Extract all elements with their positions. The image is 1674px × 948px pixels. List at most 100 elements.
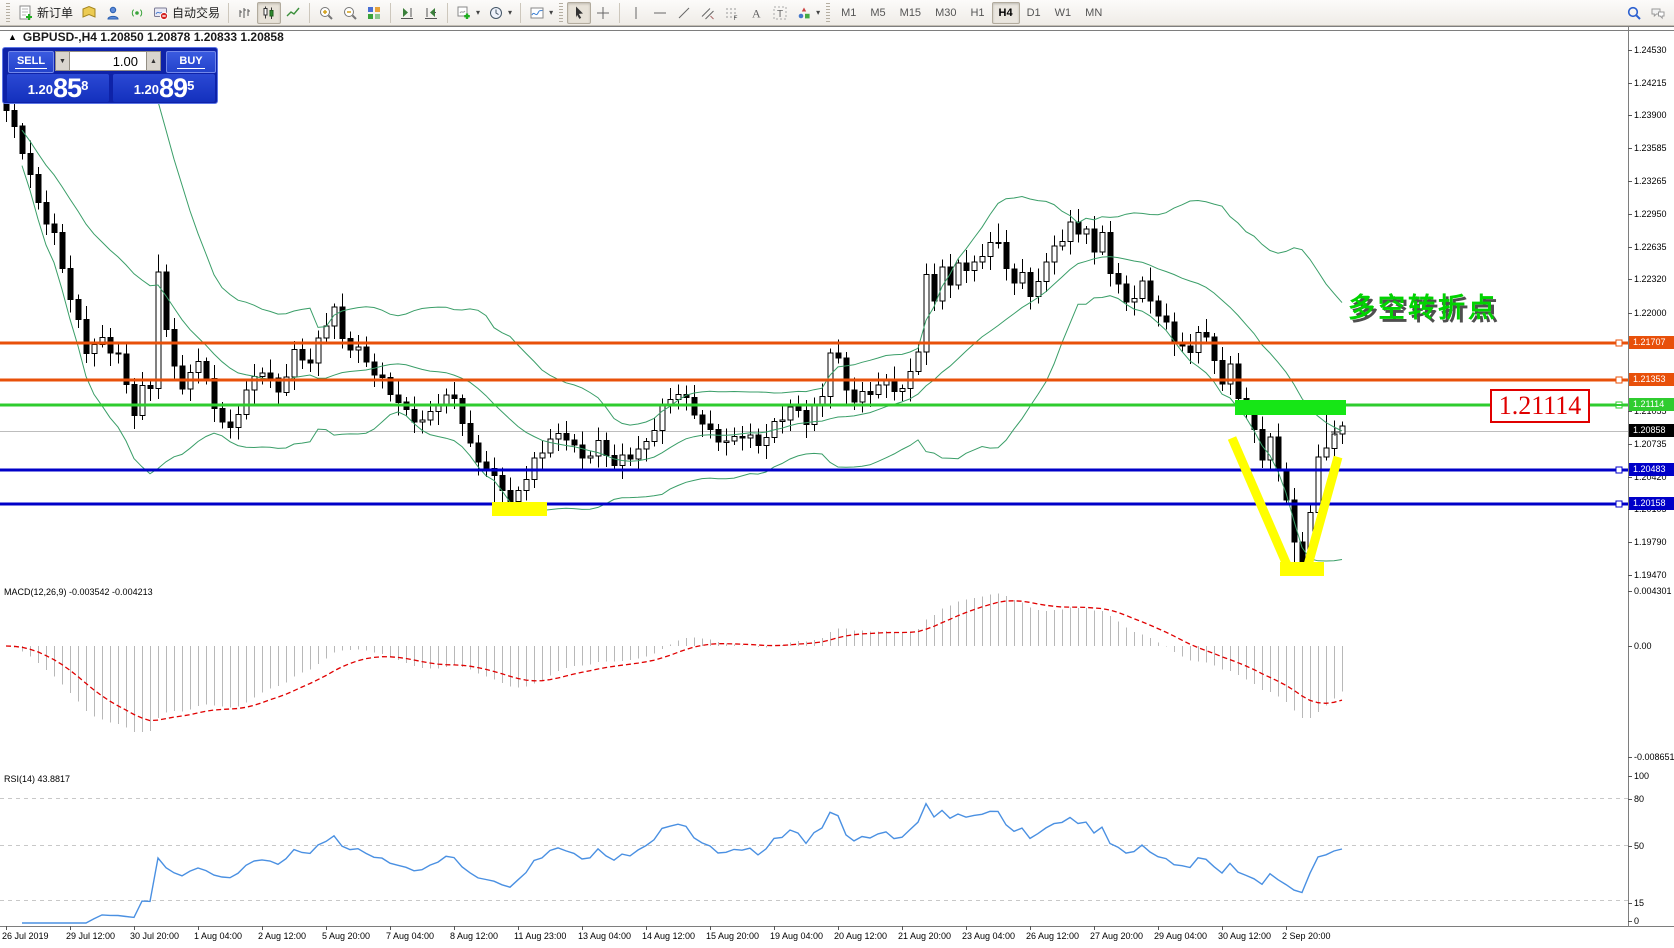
new-order-button[interactable]: 新订单 bbox=[14, 2, 77, 24]
arrows-button[interactable]: ▾ bbox=[792, 2, 824, 24]
hline-icon bbox=[654, 12, 667, 13]
text-label-button[interactable]: T bbox=[768, 2, 792, 24]
collapse-panel-button[interactable]: ▲ bbox=[8, 32, 17, 42]
time-tick-mark bbox=[326, 926, 327, 930]
price-tick-mark bbox=[1628, 83, 1632, 84]
price-tick-mark bbox=[1628, 477, 1632, 478]
crosshair-marker bbox=[1331, 428, 1339, 436]
vertical-line-button[interactable] bbox=[624, 2, 648, 24]
volume-down-button[interactable]: ▼ bbox=[55, 51, 70, 71]
timeframe-m30-button[interactable]: M30 bbox=[935, 6, 957, 19]
profiles-button[interactable] bbox=[77, 2, 101, 24]
toolbar-separator bbox=[228, 2, 230, 23]
zoom-out-button[interactable] bbox=[338, 2, 362, 24]
line-icon bbox=[286, 7, 300, 16]
candlestick-series bbox=[3, 91, 1346, 575]
time-label: 21 Aug 20:00 bbox=[898, 931, 952, 941]
channel-icon bbox=[701, 7, 714, 19]
timeframe-mn-button[interactable]: MN bbox=[1085, 6, 1103, 19]
toolbar-grip[interactable] bbox=[826, 2, 831, 23]
symbol-title: GBPUSD-,H4 1.20850 1.20878 1.20833 1.208… bbox=[22, 30, 284, 44]
sell-button[interactable]: SELL bbox=[8, 51, 54, 73]
plus-chart-icon bbox=[457, 6, 470, 19]
price-tick-mark bbox=[1628, 411, 1632, 412]
timeframe-m5-button[interactable]: M5 bbox=[870, 6, 886, 19]
volume-input[interactable] bbox=[70, 51, 146, 71]
price-tick-mark bbox=[1628, 279, 1632, 280]
horizontal-line-button[interactable] bbox=[648, 2, 672, 24]
pivot-annotation: 多空转折点 bbox=[1348, 293, 1498, 323]
toolbar-grip[interactable] bbox=[6, 2, 10, 23]
chat-button[interactable] bbox=[1646, 2, 1670, 24]
candles-icon bbox=[263, 6, 274, 19]
signals-button[interactable] bbox=[125, 2, 149, 24]
timeframe-h4-button[interactable]: H4 bbox=[991, 1, 1020, 24]
yellow-support-rect[interactable] bbox=[492, 502, 547, 516]
hline-handle[interactable] bbox=[1615, 500, 1623, 508]
equidistant-channel-button[interactable] bbox=[696, 2, 720, 24]
time-label: 7 Aug 04:00 bbox=[386, 931, 435, 941]
periods-button[interactable]: ▾ bbox=[484, 2, 516, 24]
price-tick-mark bbox=[1628, 313, 1632, 314]
macd-label: MACD(12,26,9) -0.003542 -0.004213 bbox=[4, 587, 153, 597]
timeframe-m1-button[interactable]: M1 bbox=[841, 6, 857, 19]
timeframe-d1-button[interactable]: D1 bbox=[1026, 6, 1041, 19]
hline-handle[interactable] bbox=[1615, 466, 1623, 474]
toolbar-grip[interactable] bbox=[559, 2, 564, 23]
toolbar-separator bbox=[520, 2, 522, 23]
crosshair-button[interactable] bbox=[591, 2, 615, 24]
chevron-down-icon: ▾ bbox=[549, 8, 554, 17]
chart-shift-button[interactable] bbox=[419, 2, 443, 24]
fibonacci-button[interactable]: F bbox=[720, 2, 744, 24]
timeframe-m15-button[interactable]: M15 bbox=[899, 6, 922, 19]
price-tick-mark bbox=[1628, 148, 1632, 149]
zoom-in-button[interactable] bbox=[314, 2, 338, 24]
trendline-button[interactable] bbox=[672, 2, 696, 24]
line-chart-button[interactable] bbox=[281, 2, 305, 24]
time-tick-mark bbox=[902, 926, 903, 930]
time-label: 2 Aug 12:00 bbox=[258, 931, 307, 941]
market-watch-button[interactable] bbox=[101, 2, 125, 24]
buy-button[interactable]: BUY bbox=[166, 51, 216, 73]
time-tick-mark bbox=[838, 926, 839, 930]
hline-handle[interactable] bbox=[1615, 339, 1623, 347]
price-callout[interactable]: 1.21114 bbox=[1490, 389, 1590, 423]
time-label: 8 Aug 12:00 bbox=[450, 931, 499, 941]
price-label-1.20483: 1.20483 bbox=[1629, 463, 1674, 476]
volume-up-button[interactable]: ▲ bbox=[146, 51, 161, 71]
indicators-button[interactable]: ▾ bbox=[525, 2, 557, 24]
timeframe-w1-button[interactable]: W1 bbox=[1054, 6, 1072, 19]
sell-price[interactable]: 1.20 85 8 bbox=[7, 74, 109, 102]
shapes-icon bbox=[798, 7, 810, 18]
auto-scroll-button[interactable] bbox=[395, 2, 419, 24]
book-icon bbox=[82, 5, 96, 18]
v-pattern-left-line[interactable] bbox=[1227, 436, 1292, 567]
tile-windows-button[interactable] bbox=[362, 2, 386, 24]
yellow-bottom-rect[interactable] bbox=[1280, 562, 1324, 576]
rsi-axis-tick: 50 bbox=[1634, 841, 1645, 851]
cursor-button[interactable] bbox=[567, 1, 592, 24]
price-tick-mark bbox=[1628, 575, 1632, 576]
v-pattern-right-line[interactable] bbox=[1303, 455, 1343, 567]
time-label: 13 Aug 04:00 bbox=[578, 931, 632, 941]
time-tick-mark bbox=[518, 926, 519, 930]
hline-handle[interactable] bbox=[1615, 376, 1623, 384]
price-tick-mark bbox=[1628, 181, 1632, 182]
search-button[interactable] bbox=[1622, 2, 1646, 24]
pane-separator[interactable] bbox=[0, 26, 1674, 31]
crosshair-icon bbox=[597, 6, 610, 19]
time-tick-mark bbox=[454, 926, 455, 930]
bar-chart-button[interactable] bbox=[233, 2, 257, 24]
signal-icon bbox=[131, 8, 143, 17]
autotrading-button[interactable]: 自动交易 bbox=[149, 2, 224, 24]
green-zone-rect[interactable] bbox=[1235, 400, 1346, 415]
robot-icon bbox=[154, 7, 169, 20]
time-label: 29 Jul 12:00 bbox=[66, 931, 116, 941]
timeframe-h1-button[interactable]: H1 bbox=[970, 6, 985, 19]
buy-price[interactable]: 1.20 89 5 bbox=[113, 74, 215, 102]
textT-icon: T bbox=[773, 6, 787, 20]
candlestick-chart-button[interactable] bbox=[257, 1, 282, 24]
price-axis-border bbox=[1628, 26, 1629, 926]
new-chart-button[interactable]: ▾ bbox=[452, 2, 484, 24]
text-button[interactable]: A bbox=[744, 2, 768, 24]
